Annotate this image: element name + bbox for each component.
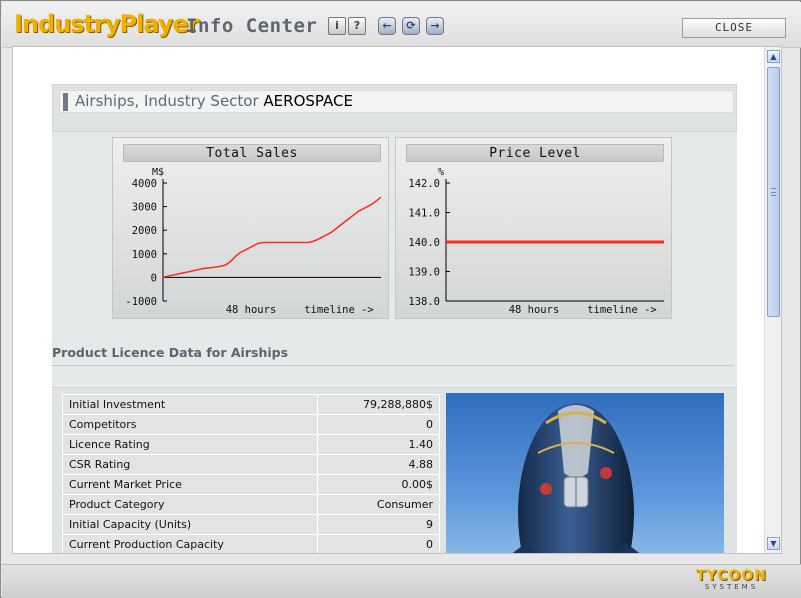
content-frame: Airships, Industry Sector AEROSPACE Tota… — [12, 46, 782, 554]
row-value: 0 — [317, 534, 440, 553]
sector-panel: Airships, Industry Sector AEROSPACE Tota… — [52, 84, 737, 553]
row-value: 0.00$ — [317, 474, 440, 495]
row-value: 0 — [317, 414, 440, 435]
row-value: 4.88 — [317, 454, 440, 475]
y-tick-label: -1000 — [125, 296, 157, 308]
row-label: Initial Capacity (Units) — [62, 514, 318, 535]
row-label: Product Category — [62, 494, 318, 515]
scroll-area[interactable]: Airships, Industry Sector AEROSPACE Tota… — [21, 47, 763, 553]
tycoon-logo-subtext: SYSTEMS — [704, 583, 759, 591]
scrollbar-grip-icon — [771, 188, 776, 196]
title-accent-bar — [63, 93, 68, 111]
scrollbar-thumb[interactable] — [767, 67, 780, 317]
row-value: 9 — [317, 514, 440, 535]
y-axis-unit: % — [438, 167, 444, 178]
y-tick-label: 3000 — [132, 202, 157, 214]
table-row: Licence Rating 1.40 — [62, 434, 440, 455]
y-tick-label: 138.0 — [408, 296, 440, 308]
y-tick-label: 140.0 — [408, 237, 440, 249]
sector-name: AEROSPACE — [263, 92, 353, 110]
header-panel: Airships, Industry Sector AEROSPACE — [52, 84, 737, 132]
row-label: Licence Rating — [62, 434, 318, 455]
licence-data-panel: Initial Investment 79,288,880$ Competitors… — [52, 387, 737, 553]
table-row: Current Market Price 0.00$ — [62, 474, 440, 495]
row-label: Current Production Capacity — [62, 534, 318, 553]
back-icon[interactable]: ← — [378, 17, 396, 35]
timeline-label: timeline -> — [304, 304, 374, 316]
row-value: 1.40 — [317, 434, 440, 455]
y-axis-unit: M$ — [152, 167, 164, 178]
window-title: Info Center — [186, 15, 318, 37]
airship-image — [446, 393, 724, 553]
row-label: Initial Investment — [62, 394, 318, 415]
y-tick-label: 1000 — [132, 249, 157, 261]
y-tick-label: 2000 — [132, 225, 157, 237]
scroll-down-icon[interactable]: ▼ — [767, 537, 780, 550]
row-value: Consumer — [317, 494, 440, 515]
scroll-up-icon[interactable]: ▲ — [767, 50, 780, 63]
footer-bar: TYCOON SYSTEMS — [2, 564, 801, 598]
tycoon-logo-text: TYCOON — [696, 568, 767, 584]
vertical-scrollbar[interactable]: ▲ ▼ — [764, 47, 781, 553]
table-row: Initial Capacity (Units) 9 — [62, 514, 440, 535]
y-tick-label: 0 — [151, 272, 157, 284]
table-row: Initial Investment 79,288,880$ — [62, 394, 440, 415]
total-sales-chart: Total Sales 4000 3000 2000 1000 0 -1000 M$ 48 h… — [112, 137, 389, 319]
y-tick-label: 4000 — [132, 178, 157, 190]
row-label: CSR Rating — [62, 454, 318, 475]
y-tick-label: 139.0 — [408, 267, 440, 279]
table-row: Current Production Capacity 0 — [62, 534, 440, 553]
x-axis-label: 48 hours — [509, 304, 560, 316]
refresh-icon[interactable]: ⟳ — [402, 17, 420, 35]
section-divider — [52, 365, 733, 366]
sector-title: Airships, Industry Sector AEROSPACE — [75, 92, 353, 110]
licence-section-heading: Product Licence Data for Airships — [52, 345, 289, 360]
info-icon[interactable]: i — [328, 17, 346, 35]
table-row: Competitors 0 — [62, 414, 440, 435]
price-level-plot: 142.0 141.0 140.0 139.0 138.0% 48 hours timeli… — [408, 167, 664, 316]
timeline-label: timeline -> — [587, 304, 657, 316]
row-label: Current Market Price — [62, 474, 318, 495]
sector-title-bar: Airships, Industry Sector AEROSPACE — [59, 90, 734, 113]
chart-title: Total Sales — [123, 144, 381, 162]
industryplayer-logo: IndustryPlayer — [14, 10, 200, 38]
price-level-chart: Price Level 142.0 141.0 140.0 139.0 138.0% 48… — [395, 137, 672, 319]
forward-icon[interactable]: → — [426, 17, 444, 35]
y-tick-label: 141.0 — [408, 208, 440, 220]
x-axis-label: 48 hours — [226, 304, 277, 316]
table-row: CSR Rating 4.88 — [62, 454, 440, 475]
chart-title: Price Level — [406, 144, 664, 162]
licence-table: Initial Investment 79,288,880$ Competitors… — [62, 394, 440, 553]
table-row: Product Category Consumer — [62, 494, 440, 515]
row-label: Competitors — [62, 414, 318, 435]
y-tick-label: 142.0 — [408, 178, 440, 190]
sector-title-prefix: Airships, Industry Sector — [75, 92, 264, 110]
title-bar: IndustryPlayer Info Center i ? ← ⟳ → CLO… — [2, 2, 801, 48]
help-icon[interactable]: ? — [348, 17, 366, 35]
row-value: 79,288,880$ — [317, 394, 440, 415]
total-sales-plot: 4000 3000 2000 1000 0 -1000 M$ 48 hours timeline… — [125, 167, 382, 316]
close-button[interactable]: CLOSE — [682, 18, 786, 38]
tycoon-systems-logo: TYCOON SYSTEMS — [696, 569, 767, 591]
series-line — [162, 196, 382, 279]
